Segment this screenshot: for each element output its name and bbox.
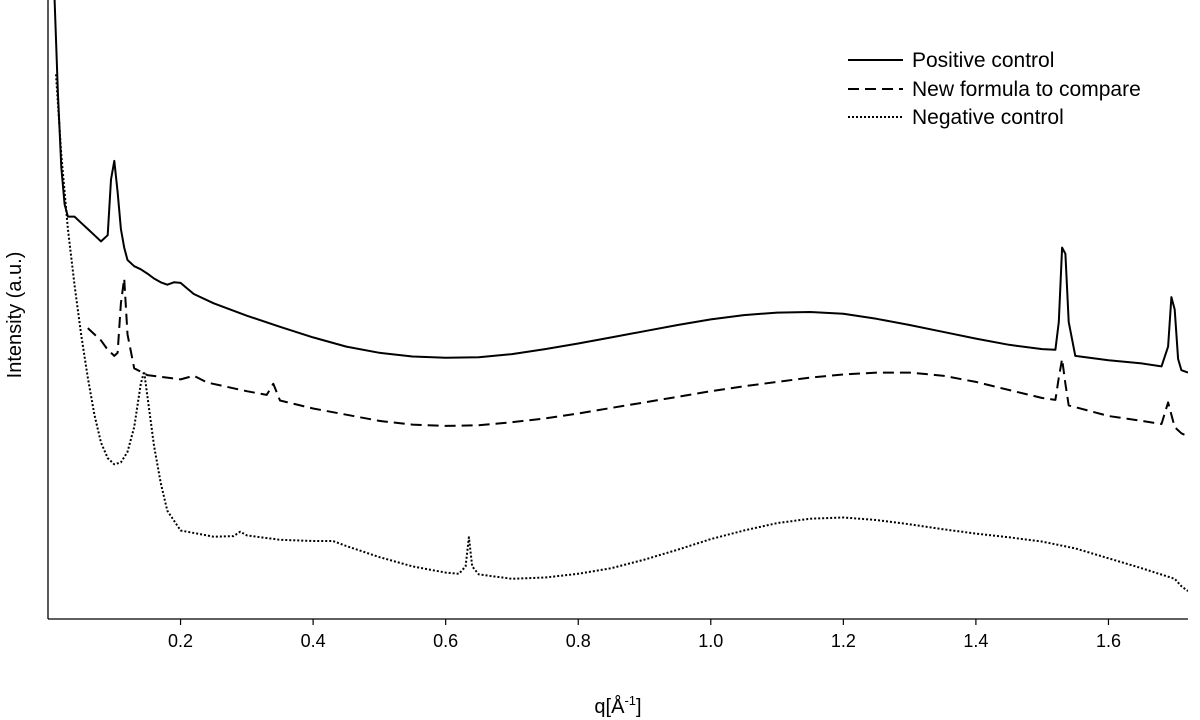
x-tick-label: 0.2 — [168, 631, 193, 651]
series-lines — [53, 0, 1188, 592]
x-tick-label: 1.6 — [1096, 631, 1121, 651]
y-axis-label: Intensity (a.u.) — [4, 252, 26, 379]
x-ticks: 0.2 0.4 0.6 0.8 1.0 1.2 1.4 1.6 — [168, 619, 1121, 651]
x-axis-label-sup: -1 — [624, 693, 636, 708]
series-line-negative-control — [55, 74, 1188, 592]
legend: Positive control New formula to compare … — [848, 49, 1141, 129]
x-axis-label-close: ] — [636, 696, 642, 718]
x-tick-label: 0.8 — [566, 631, 591, 651]
legend-label-new-formula: New formula to compare — [912, 78, 1141, 101]
x-tick-label: 1.0 — [698, 631, 723, 651]
x-tick-label: 1.2 — [831, 631, 856, 651]
legend-label-negative-control: Negative control — [912, 106, 1064, 129]
legend-label-positive-control: Positive control — [912, 49, 1054, 72]
series-line-positive-control — [53, 0, 1188, 374]
x-tick-label: 0.6 — [433, 631, 458, 651]
x-tick-label: 0.4 — [301, 631, 326, 651]
x-tick-label: 1.4 — [963, 631, 988, 651]
series-line-new-formula-to-compare — [87, 277, 1188, 438]
x-axis-label-main: q[Å — [594, 695, 625, 718]
x-axis-label: q[Å-1] — [594, 693, 641, 718]
